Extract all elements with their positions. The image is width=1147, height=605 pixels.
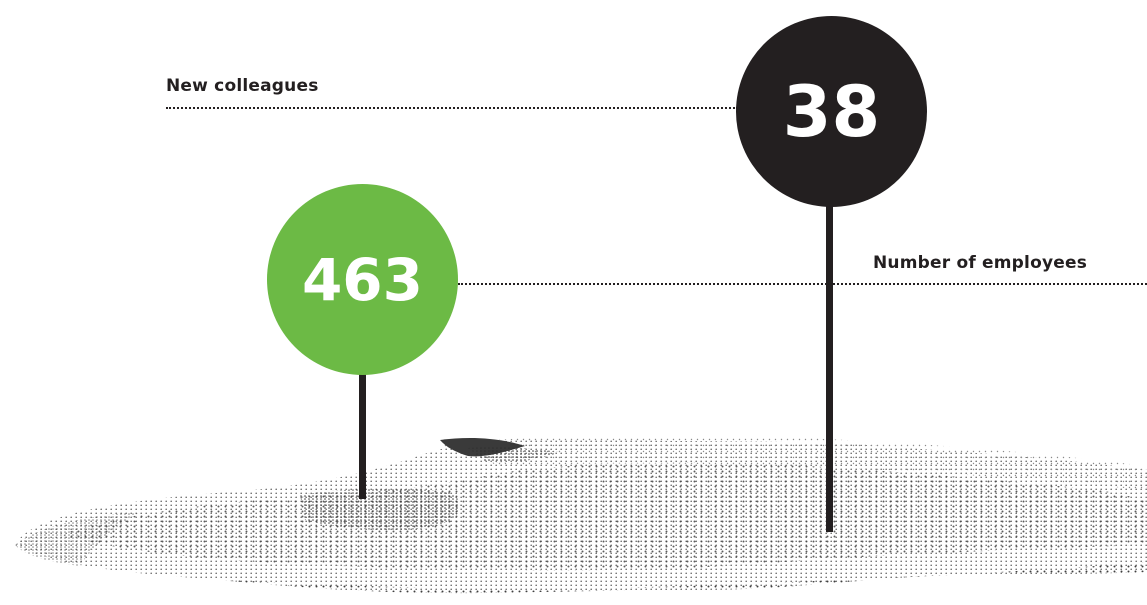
new-colleagues-pin-stem	[826, 190, 833, 532]
number-of-employees-label: Number of employees	[873, 253, 1088, 273]
number-of-employees-badge: 463	[267, 184, 458, 375]
terrain-front	[200, 562, 1147, 594]
employees-pin-stem	[359, 360, 366, 499]
number-of-employees-value: 463	[301, 245, 424, 314]
terrain-surface	[60, 462, 1147, 571]
terrain-dense-patch	[300, 488, 461, 530]
new-colleagues-leader-line	[166, 107, 738, 109]
number-of-employees-leader-line	[458, 283, 1147, 285]
new-colleagues-badge: 38	[736, 16, 927, 207]
terrain-left-rim	[15, 512, 140, 566]
terrain-ridge-light	[440, 434, 1147, 490]
terrain-crest-fade	[468, 447, 560, 463]
new-colleagues-label: New colleagues	[166, 76, 319, 96]
new-colleagues-value: 38	[782, 70, 881, 153]
